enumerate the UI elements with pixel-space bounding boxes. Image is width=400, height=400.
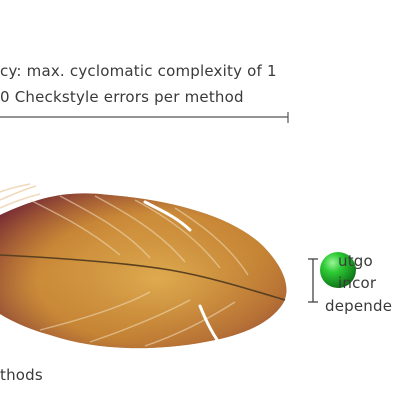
feather-rachis: [0, 254, 286, 301]
feather-split-top: [143, 200, 192, 232]
caption-line-1: cy: max. cyclomatic complexity of 1: [0, 62, 277, 80]
label-methods: thods: [0, 366, 43, 384]
feather-icon: [0, 183, 287, 349]
green-ball-icon: [320, 252, 356, 288]
legend-line-3: depende: [325, 297, 393, 315]
legend-bracket: [308, 258, 318, 303]
feather-split-bottom: [198, 304, 222, 346]
feather-barbs: [29, 195, 249, 347]
legend-line-2: incor: [338, 274, 377, 292]
legend-line-1: utgo: [338, 252, 373, 270]
feather-vane-shade: [0, 193, 287, 349]
feather-down: [0, 183, 41, 209]
caption-line-2: 0 Checkstyle errors per method: [0, 88, 244, 106]
